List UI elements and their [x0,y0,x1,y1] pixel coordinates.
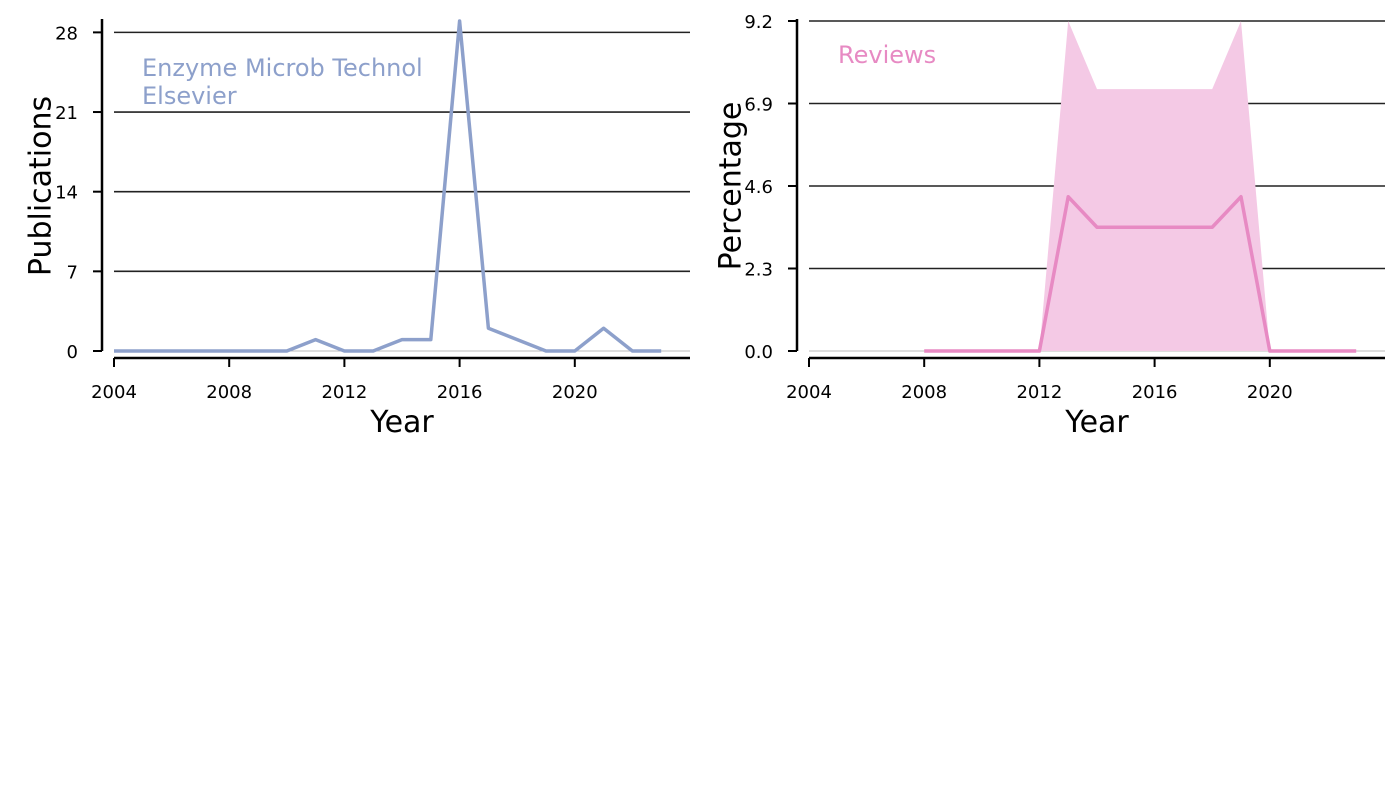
percentage-chart: 0.0 2.3 4.6 6.9 9.2 2004 2008 2012 2016 2020 Per… [714,12,1385,440]
y-tick-label: 0 [67,342,78,363]
y-axis-label: Publications [24,96,59,276]
annotation-journal: Enzyme Microb Technol [142,54,423,82]
x-tick-label: 2004 [91,382,137,403]
y-axis-label: Percentage [714,102,749,271]
y-tick-label: 2.3 [744,260,773,281]
annotation-reviews: Reviews [838,41,936,69]
y-tick-label: 14 [55,183,78,204]
x-tick-label: 2020 [552,382,598,403]
x-tick-label: 2016 [437,382,483,403]
x-tick-label: 2012 [1016,382,1062,403]
y-tick-label: 28 [55,23,78,44]
y-tick-label: 21 [55,103,78,124]
y-tick-label: 7 [67,262,78,283]
x-tick-label: 2016 [1132,382,1178,403]
x-tick-label: 2008 [901,382,947,403]
publications-series-line [114,19,662,353]
y-tick-label: 6.9 [744,95,773,116]
y-tick-label: 4.6 [744,177,773,198]
reviews-series-line [924,195,1357,353]
x-tick-label: 2004 [786,382,832,403]
x-axis-ticks: 2004 2008 2012 2016 2020 [91,358,598,403]
y-tick-label: 0.0 [744,342,773,363]
y-tick-label: 9.2 [744,12,773,33]
x-tick-label: 2012 [321,382,367,403]
y-axis-ticks: 0 7 14 21 28 [55,23,102,363]
annotation-publisher: Elsevier [142,82,237,110]
reviews-confidence-band [924,21,1357,351]
y-axis-ticks: 0.0 2.3 4.6 6.9 9.2 [744,12,797,363]
publications-chart: 0 7 14 21 28 2004 2008 2012 2016 2020 Publicatio… [24,19,690,440]
x-axis-label: Year [369,405,434,440]
x-axis-ticks: 2004 2008 2012 2016 2020 [786,358,1293,403]
x-tick-label: 2008 [206,382,252,403]
x-tick-label: 2020 [1247,382,1293,403]
x-axis-label: Year [1064,405,1129,440]
